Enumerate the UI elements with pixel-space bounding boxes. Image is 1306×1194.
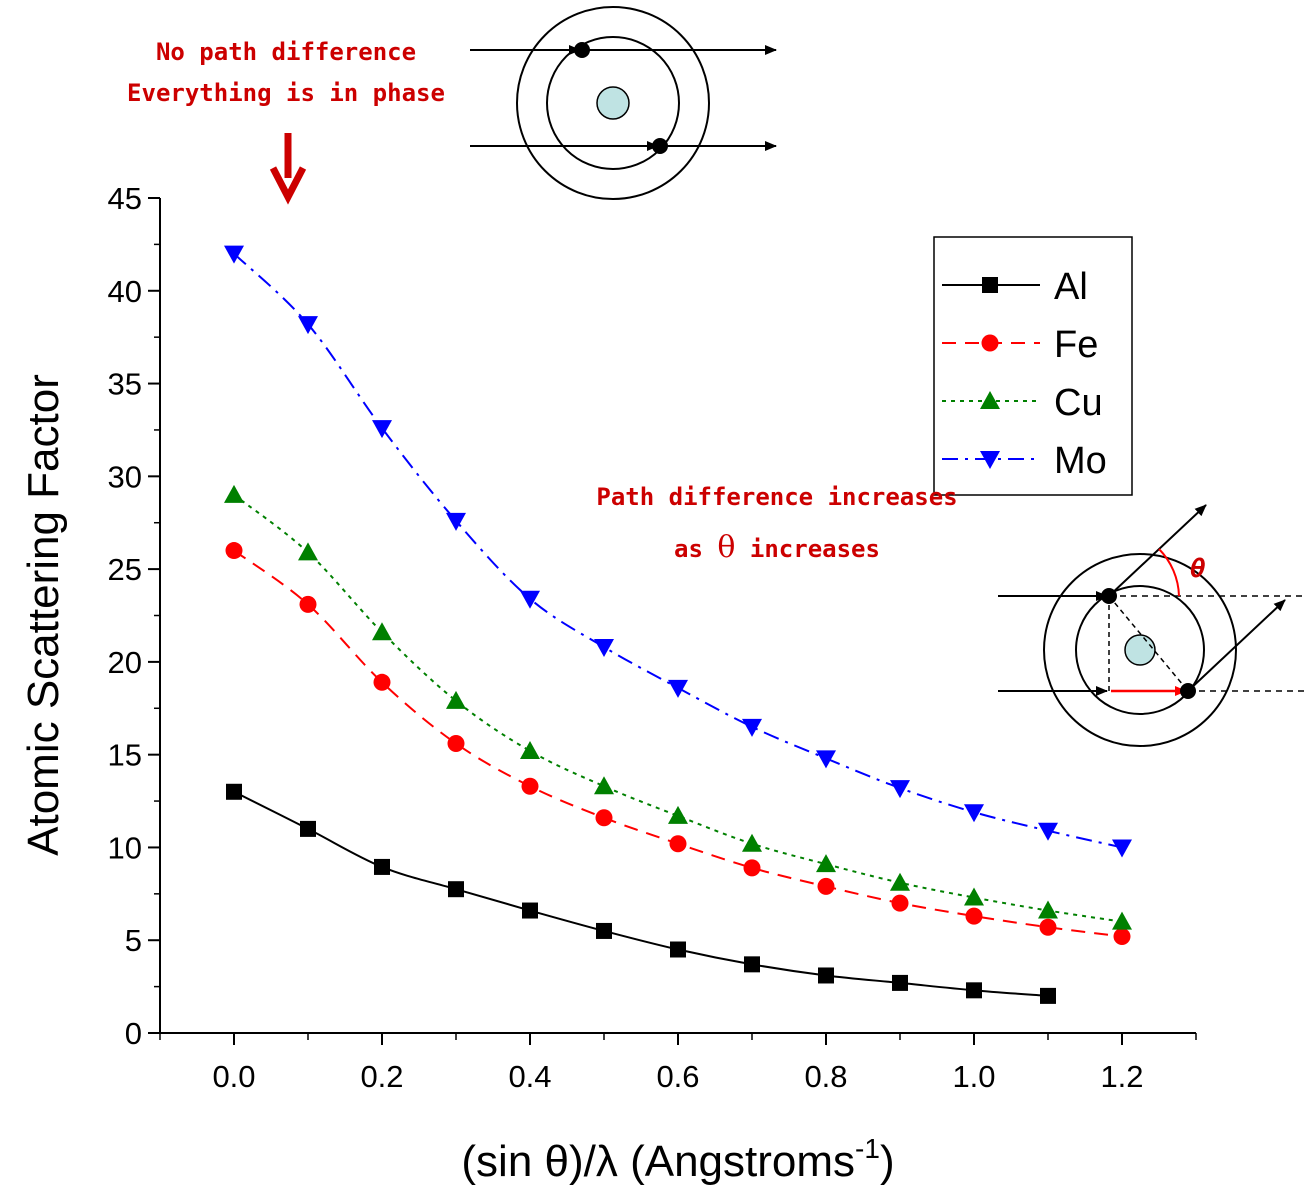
series-line-al [234,792,1048,996]
data-point [668,806,688,824]
data-point [1112,912,1132,930]
data-point [966,908,983,925]
data-point [520,741,540,759]
x-tick-label: 0.4 [508,1059,551,1094]
data-point [744,859,761,876]
data-point [596,923,612,939]
data-point [1112,839,1132,857]
electron-2-bottom [1180,683,1196,699]
y-tick-label: 15 [108,738,142,773]
annotation-no-path: No path difference Everything is in phas… [127,38,445,197]
series-fe [226,542,1131,945]
no-path-line1: No path difference [156,38,416,66]
data-point [522,903,538,919]
data-point [742,834,762,852]
data-point [890,873,910,891]
data-point [448,881,464,897]
electron-bottom [652,138,668,154]
data-point [818,878,835,895]
x-axis-label-main: (sin θ)/λ (Angstroms [461,1137,855,1186]
path-diff-increases: increases [750,535,880,563]
x-tick-label: 1.2 [1100,1059,1143,1094]
data-point [670,942,686,958]
atom-diagram-scattered: θ [998,505,1306,746]
legend-label-al: Al [1054,266,1088,308]
series-line-fe [234,551,1122,937]
legend-marker-al [982,277,998,293]
y-tick-label: 35 [108,367,142,402]
path-diff-as: as [674,535,703,563]
y-tick-label: 25 [108,552,142,587]
x-tick-label: 0.0 [212,1059,255,1094]
y-tick-label: 40 [108,274,142,309]
data-point [966,982,982,998]
data-point [374,859,390,875]
data-point [594,776,614,794]
legend-marker-fe [982,335,999,352]
data-point [1114,928,1131,945]
path-diff-line1: Path difference increases [596,483,957,511]
y-tick-label: 45 [108,181,142,216]
data-point [300,596,317,613]
data-point [742,719,762,737]
data-point [446,513,466,531]
legend: Al Fe Cu Mo [934,237,1132,495]
atom-diagram-in-phase [470,7,776,199]
annotation-path-difference: Path difference increases as θ increases [596,483,957,565]
data-point [744,956,760,972]
data-point [372,420,392,438]
no-path-line2: Everything is in phase [127,79,445,107]
x-axis-label-close: ) [880,1137,895,1186]
y-axis-label: Atomic Scattering Factor [19,374,68,856]
data-point [448,735,465,752]
data-point [1040,919,1057,936]
data-point [594,639,614,657]
data-point [224,485,244,503]
data-point [1040,988,1056,1004]
data-point [522,778,539,795]
path-diff-theta: θ [717,530,735,565]
electron-top [574,42,590,58]
x-tick-label: 1.0 [952,1059,995,1094]
legend-label-cu: Cu [1054,382,1103,424]
y-ticks: 0 5 10 15 20 25 30 35 40 45 [108,181,160,1051]
theta-label: θ [1190,554,1206,584]
nucleus [597,87,629,119]
data-point [300,821,316,837]
data-point [892,975,908,991]
data-point [226,542,243,559]
scattered-ray-bottom [1188,600,1285,691]
x-axis-label: (sin θ)/λ (Angstroms-1) [461,1133,894,1186]
data-point [596,809,613,826]
data-point [818,967,834,983]
data-point [520,591,540,609]
path-diff-line2: as θ increases [674,530,880,565]
data-point [374,674,391,691]
x-tick-label: 0.2 [360,1059,403,1094]
y-tick-label: 5 [125,923,142,958]
nucleus-2 [1125,635,1155,665]
data-point [892,895,909,912]
data-point [890,780,910,798]
y-tick-label: 30 [108,459,142,494]
electron-2-top [1101,588,1117,604]
y-tick-label: 0 [125,1016,142,1051]
x-tick-label: 0.6 [656,1059,699,1094]
x-tick-label: 0.8 [804,1059,847,1094]
y-tick-label: 10 [108,830,142,865]
down-arrow-icon [273,133,303,197]
legend-label-fe: Fe [1054,324,1098,366]
data-point [226,784,242,800]
y-tick-label: 20 [108,645,142,680]
data-point [668,680,688,698]
legend-label-mo: Mo [1054,440,1107,482]
data-point [670,835,687,852]
series-al [226,784,1056,1004]
data-point [816,750,836,768]
data-point [446,691,466,709]
x-ticks: 0.0 0.2 0.4 0.6 0.8 1.0 1.2 [160,1033,1196,1094]
x-axis-label-exponent: -1 [855,1133,880,1164]
